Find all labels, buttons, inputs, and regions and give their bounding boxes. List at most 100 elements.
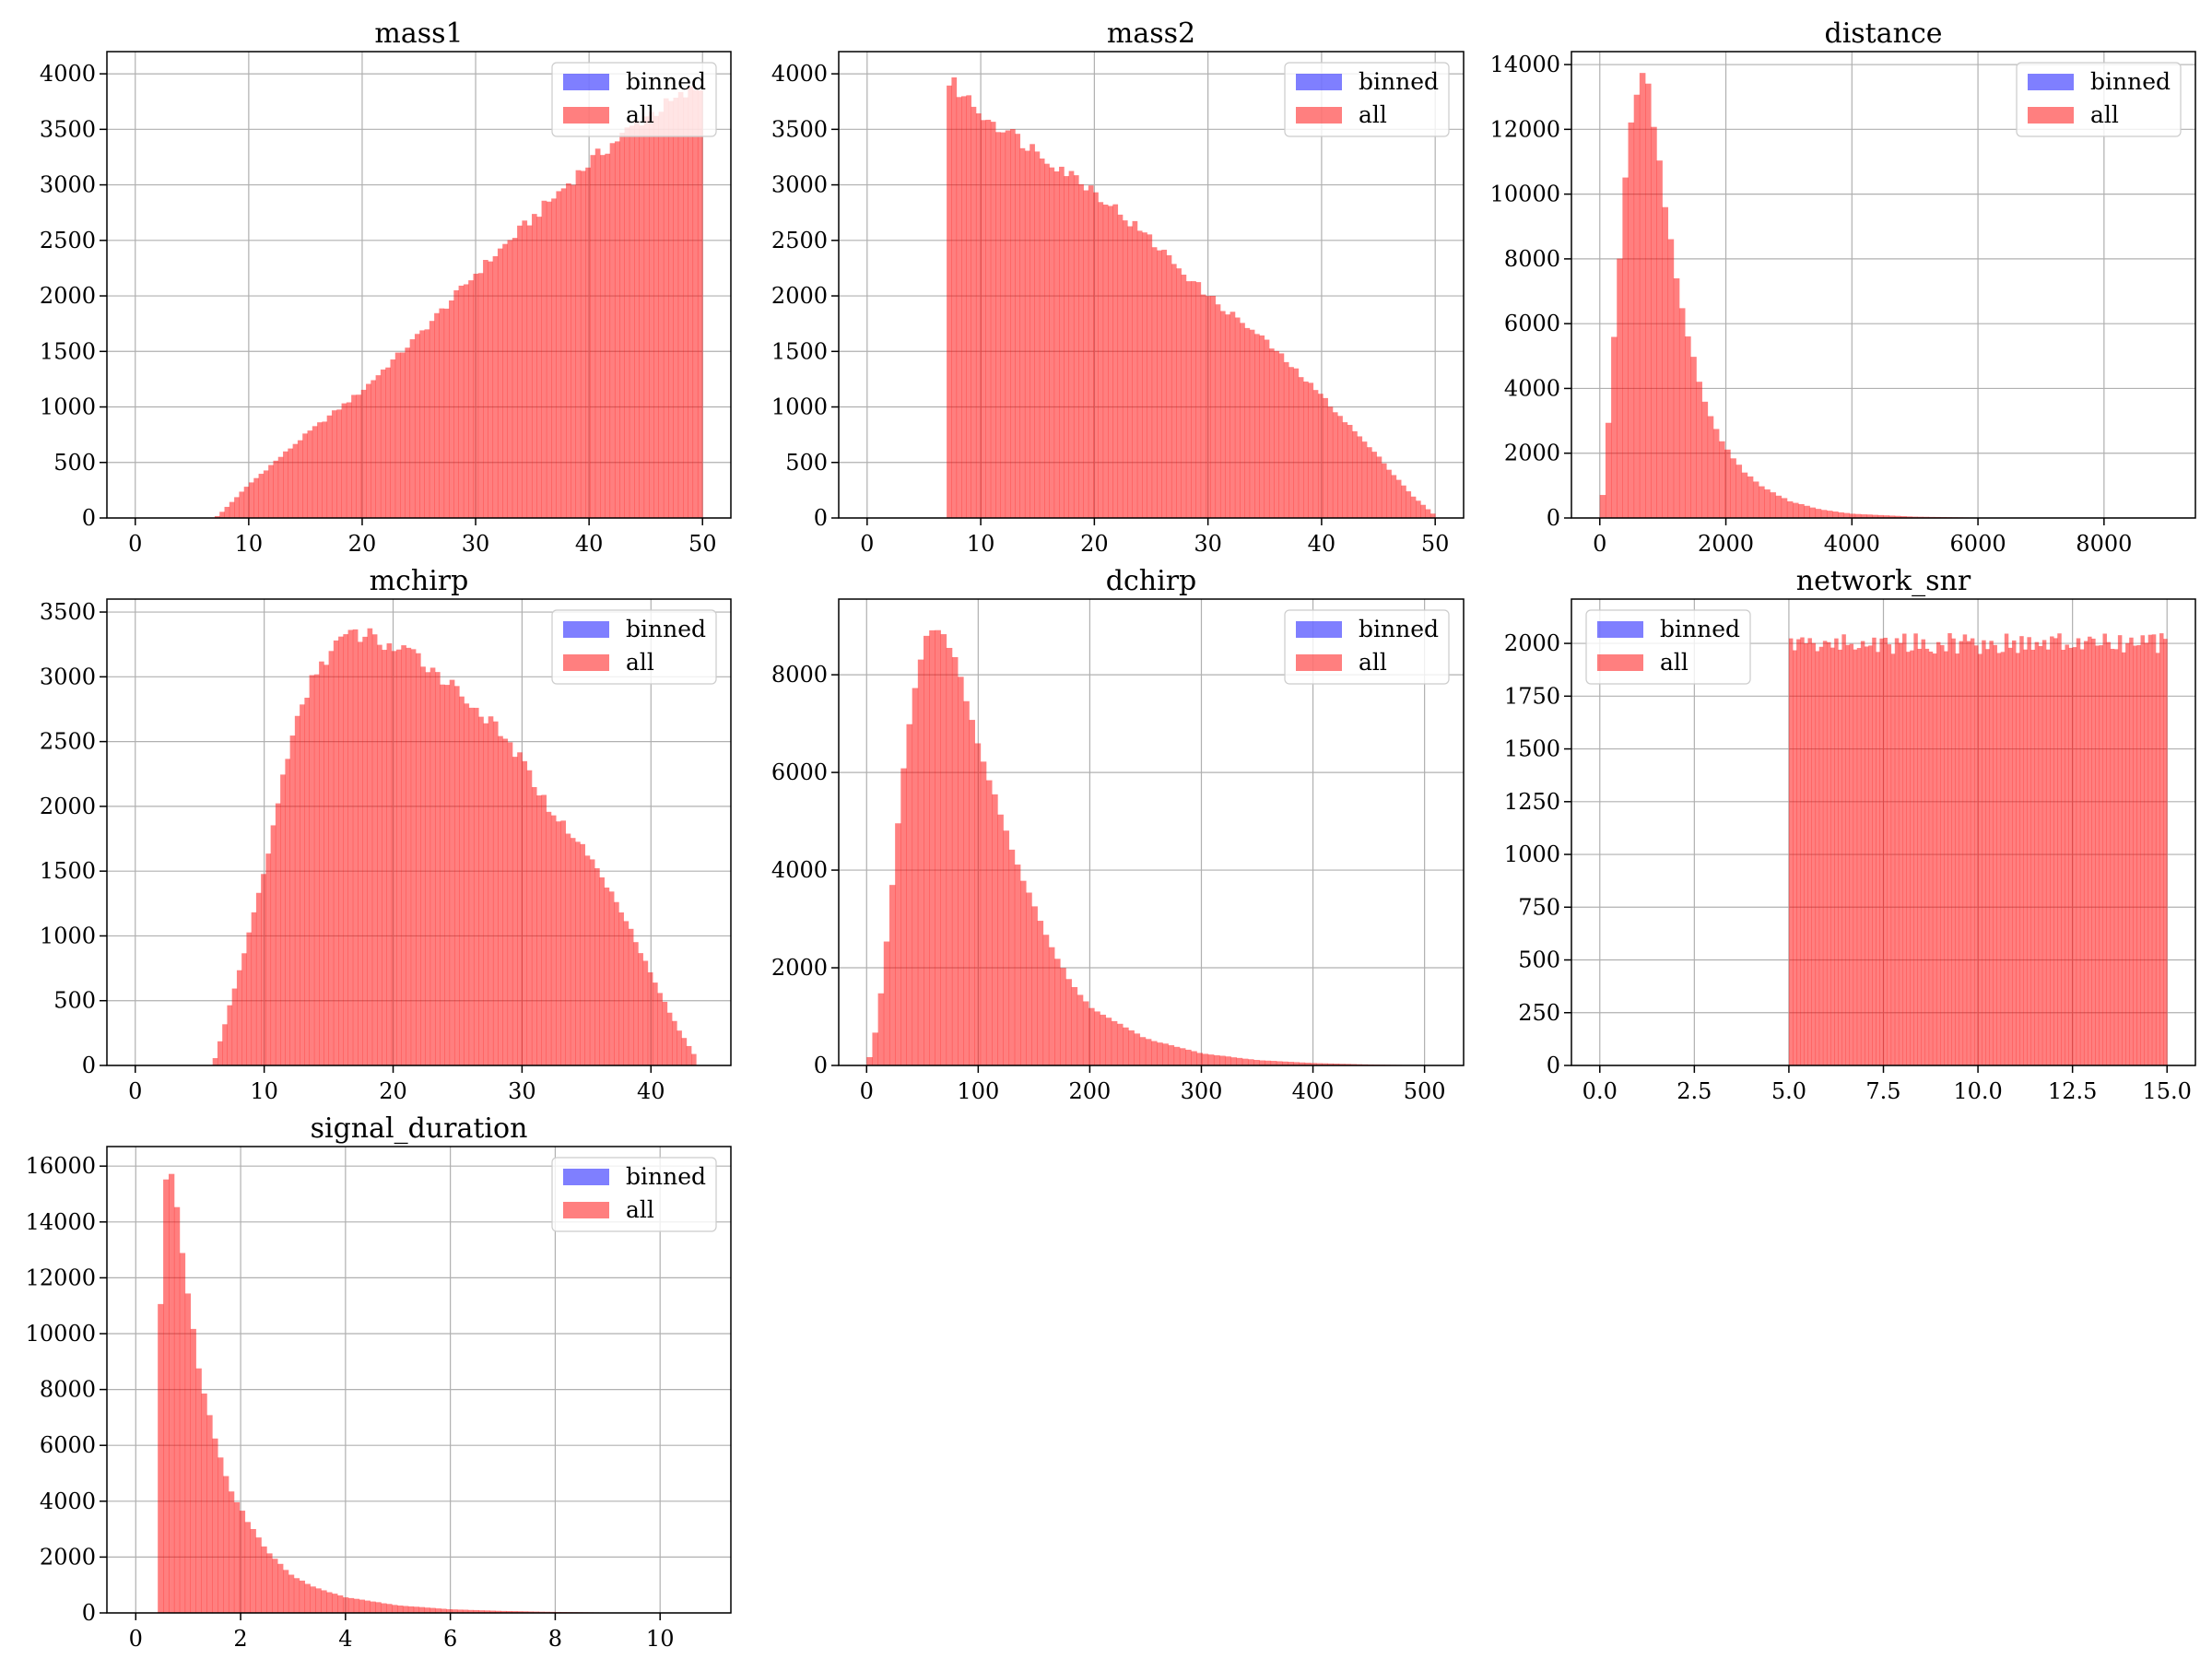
histogram-bar — [917, 659, 924, 1065]
histogram-bar — [1838, 512, 1844, 518]
histogram-bar — [1804, 505, 1810, 518]
histogram-bar — [289, 735, 296, 1065]
y-tick-label: 4000 — [40, 1488, 96, 1514]
histogram-bar — [1310, 1063, 1317, 1065]
histogram-bar — [1415, 500, 1421, 518]
histogram-bar — [1181, 274, 1187, 518]
histogram-bar — [1759, 486, 1765, 518]
histogram-bar — [356, 394, 362, 518]
histogram-bar — [506, 1610, 512, 1613]
histogram-bar — [2159, 633, 2164, 1065]
histogram-bar — [629, 125, 635, 518]
histogram-bar — [502, 243, 508, 518]
legend: binned all — [551, 1157, 717, 1232]
histogram-bar — [686, 1045, 692, 1065]
legend-label-binned: binned — [2090, 68, 2171, 95]
histogram-bar — [1667, 239, 1675, 518]
histogram-bar — [212, 1058, 218, 1065]
x-tick-label: 4000 — [1824, 531, 1880, 557]
histogram-bar — [478, 1610, 485, 1613]
histogram-bar — [429, 667, 436, 1065]
histogram-bar — [258, 474, 265, 518]
histogram-bar — [366, 383, 371, 518]
histogram-bar — [1786, 500, 1794, 518]
y-tick-label: 2000 — [1504, 630, 1560, 656]
legend-swatch-all — [2028, 107, 2074, 124]
y-tick-label: 500 — [1518, 947, 1560, 973]
histogram-bar — [1299, 1062, 1306, 1065]
histogram-bar — [2023, 649, 2028, 1065]
histogram-bar — [2095, 645, 2100, 1065]
histogram-bar — [589, 859, 595, 1065]
histogram-bar — [1185, 281, 1192, 518]
histogram-bar — [463, 284, 469, 518]
y-tick-label: 2000 — [771, 283, 828, 309]
histogram-bar — [1944, 651, 1948, 1065]
histogram-bar — [266, 1553, 273, 1613]
x-tick-label: 400 — [1292, 1078, 1335, 1104]
y-tick-label: 1500 — [40, 858, 96, 884]
histogram-bar — [1219, 311, 1226, 518]
histogram-bar — [302, 433, 308, 518]
histogram-bar — [947, 85, 952, 518]
histogram-bar — [307, 430, 313, 518]
histogram-bar — [1093, 192, 1099, 519]
histogram-bar — [1902, 633, 1907, 1065]
histogram-bar — [386, 1604, 393, 1613]
histogram-bar — [1327, 1063, 1334, 1065]
x-tick-label: 50 — [688, 531, 717, 557]
histogram-bar — [1053, 171, 1060, 519]
legend: binned all — [2016, 62, 2182, 137]
histogram-bar — [2133, 645, 2137, 1065]
y-tick-label: 0 — [82, 1053, 96, 1078]
histogram-bar — [985, 119, 992, 518]
histogram-bar — [400, 352, 406, 518]
histogram-bar — [531, 214, 537, 518]
x-tick-label: 20 — [379, 1078, 407, 1104]
histogram-bar — [1809, 507, 1817, 518]
histogram-bar — [1924, 648, 1930, 1065]
histogram-bar — [1342, 422, 1348, 518]
histogram-bar — [1253, 1060, 1260, 1065]
histogram-bar — [1196, 1053, 1203, 1065]
histogram-bar — [1283, 361, 1289, 518]
legend-label-binned: binned — [626, 68, 706, 95]
histogram-bar — [1157, 1042, 1163, 1065]
y-tick-label: 10000 — [1490, 182, 1560, 207]
histogram-bar — [413, 1606, 420, 1613]
histogram-bar — [1860, 514, 1867, 518]
histogram-bar — [946, 647, 953, 1065]
y-tick-label: 3000 — [40, 172, 96, 198]
y-tick-label: 1000 — [40, 923, 96, 948]
subplot-mchirp: 0 10 20 30 40 0 500 1000 1500 2000 2500 3000 3500 mch… — [40, 565, 732, 1104]
histogram-bar — [1826, 641, 1831, 1065]
histogram-bar — [633, 942, 639, 1065]
histogram-bar — [624, 127, 630, 518]
histogram-bar — [1866, 514, 1873, 518]
histogram-bar — [1304, 1063, 1312, 1065]
histogram-bar — [1752, 481, 1759, 518]
histogram-bar — [666, 1012, 673, 1065]
y-tick-label: 500 — [53, 988, 96, 1014]
histogram-bar — [492, 721, 499, 1065]
histogram-bar — [1877, 514, 1884, 518]
histogram-bar — [236, 970, 242, 1065]
y-tick-label: 0 — [814, 1053, 828, 1078]
histogram-bar — [638, 953, 643, 1065]
x-tick-label: 10 — [967, 531, 995, 557]
histogram-bar — [1116, 1023, 1124, 1065]
histogram-bar — [1206, 296, 1211, 518]
histogram-bar — [1662, 206, 1669, 519]
histogram-bar — [2076, 638, 2081, 1065]
histogram-bar — [1796, 639, 1801, 1065]
histogram-bar — [571, 184, 577, 519]
histogram-bar — [1832, 511, 1839, 518]
histogram-bar — [692, 89, 699, 519]
histogram-bar — [299, 1580, 306, 1613]
histogram-bar — [217, 1041, 223, 1065]
histogram-bar — [268, 465, 274, 518]
x-tick-label: 0 — [129, 1626, 143, 1652]
histogram-bar — [575, 170, 582, 518]
histogram-bar — [1078, 183, 1084, 518]
histogram-bar — [1268, 348, 1275, 518]
